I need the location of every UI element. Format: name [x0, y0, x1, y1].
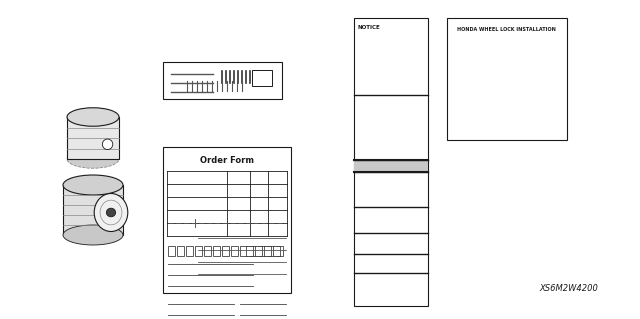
Bar — [276, 246, 283, 256]
Bar — [447, 18, 567, 140]
Bar — [204, 246, 211, 256]
Bar — [249, 246, 256, 256]
Ellipse shape — [63, 225, 123, 245]
Text: NOTICE: NOTICE — [358, 25, 381, 30]
Bar — [163, 147, 291, 293]
Bar — [67, 117, 119, 159]
Bar — [195, 246, 202, 256]
Bar — [273, 246, 280, 256]
Text: HONDA WHEEL LOCK INSTALLATION: HONDA WHEEL LOCK INSTALLATION — [458, 27, 556, 32]
Ellipse shape — [94, 194, 128, 232]
Bar — [168, 246, 175, 256]
Bar — [240, 246, 247, 256]
Bar — [246, 246, 253, 256]
Bar — [163, 62, 282, 99]
Ellipse shape — [63, 175, 123, 195]
Bar — [354, 160, 428, 172]
Bar — [264, 246, 271, 256]
Bar — [268, 246, 274, 256]
Bar — [354, 18, 428, 306]
Bar — [231, 246, 238, 256]
Bar — [252, 70, 271, 86]
Bar — [255, 246, 262, 256]
Ellipse shape — [106, 208, 116, 217]
Ellipse shape — [102, 139, 113, 150]
Bar — [258, 246, 265, 256]
Text: Order Form: Order Form — [200, 156, 254, 165]
Ellipse shape — [67, 150, 119, 168]
Bar — [222, 246, 229, 256]
Ellipse shape — [67, 108, 119, 126]
Bar — [177, 246, 184, 256]
Bar — [63, 185, 123, 235]
Text: XS6M2W4200: XS6M2W4200 — [540, 284, 598, 293]
Bar — [213, 246, 220, 256]
Bar — [186, 246, 193, 256]
